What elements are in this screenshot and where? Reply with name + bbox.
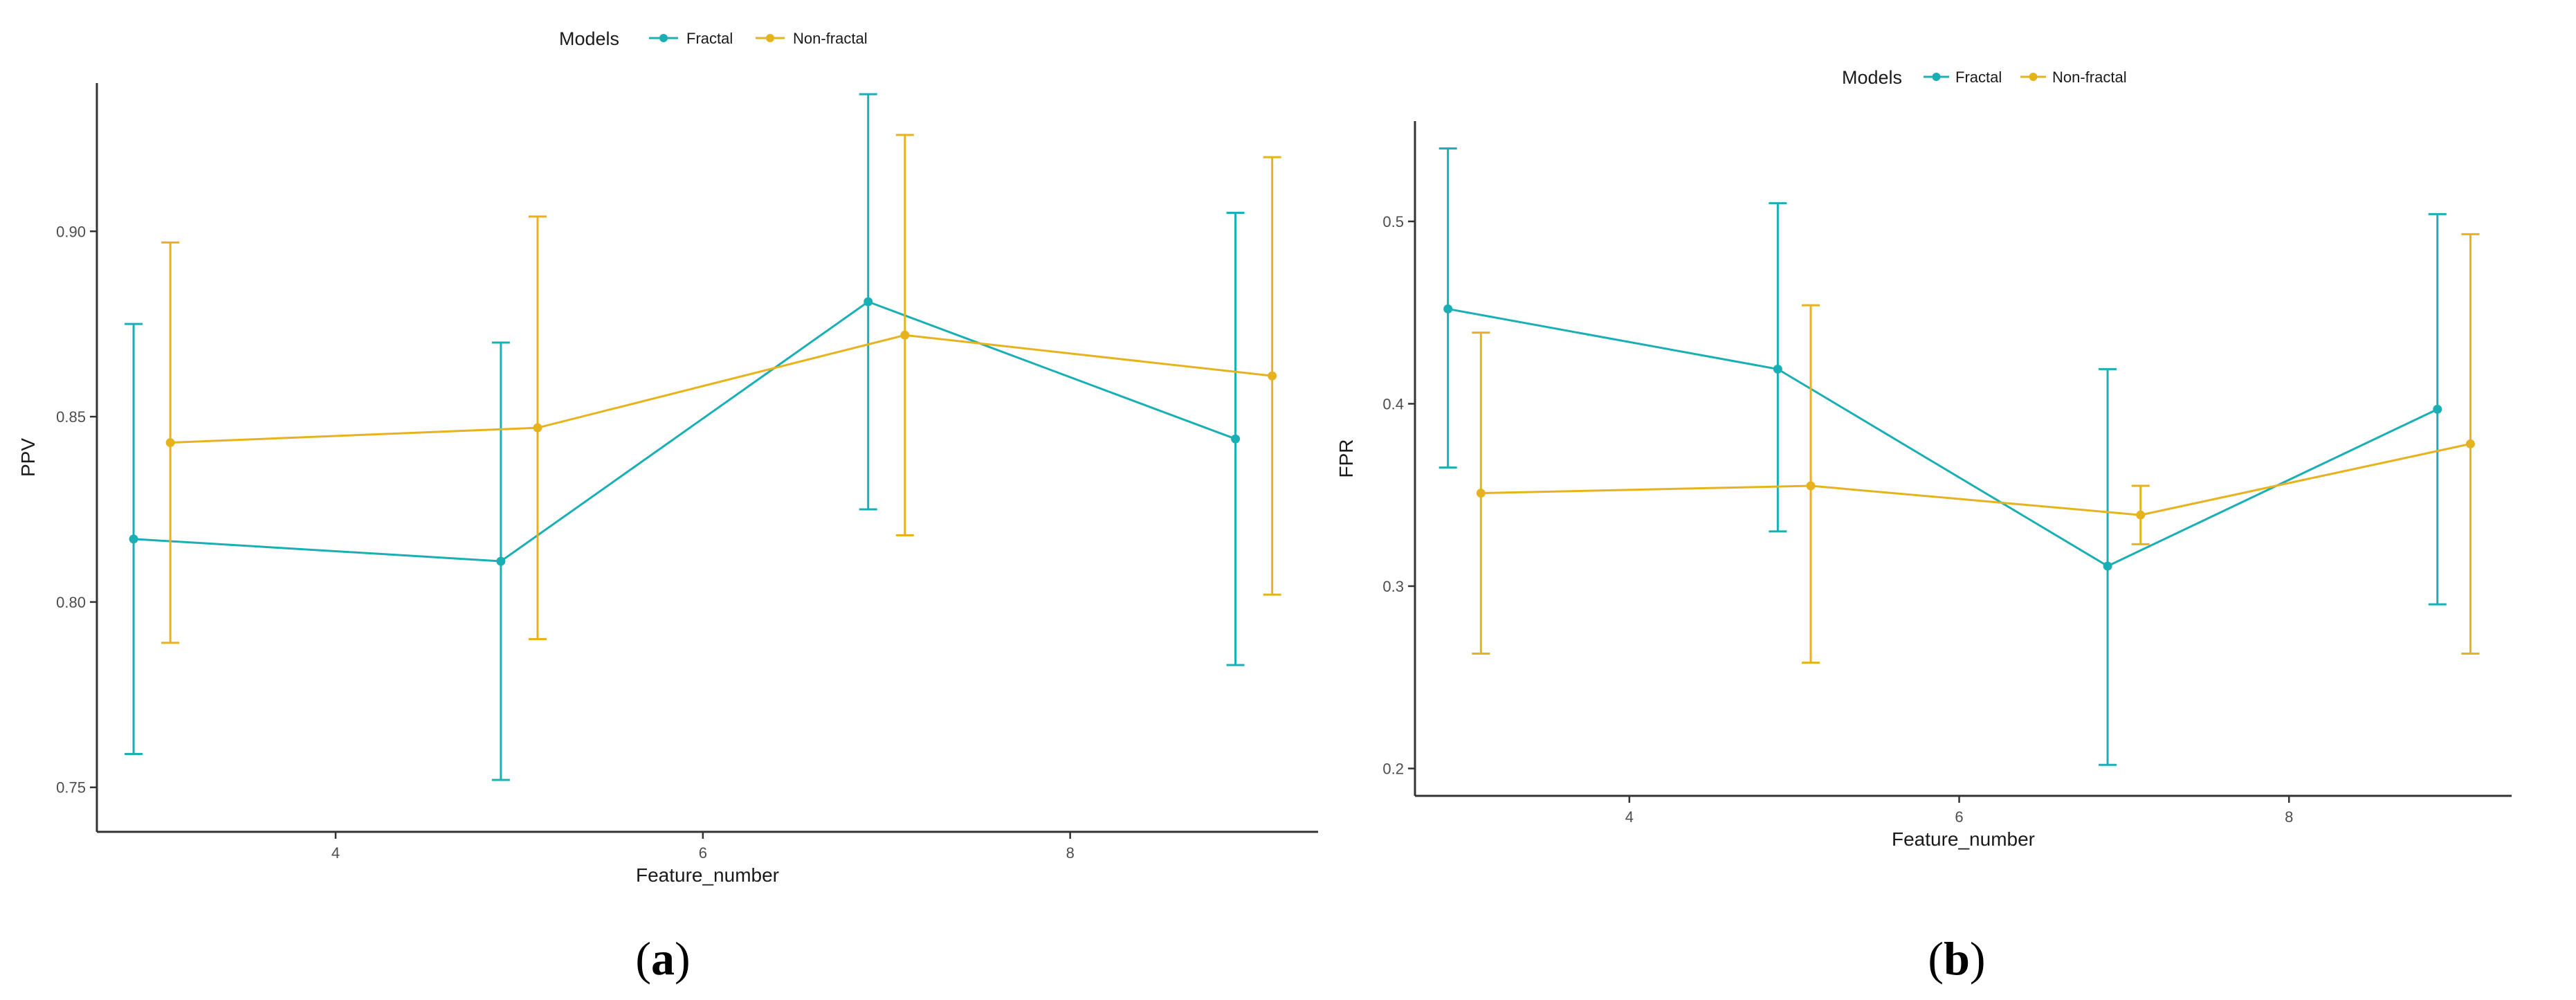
panel-a-y-axis-label: PPV [17, 438, 39, 477]
panel-b-x-tick-label: 6 [1955, 808, 1963, 826]
panel-b-fractal-point [2433, 404, 2442, 414]
panel-b-non-fractal-point [2136, 510, 2146, 520]
panel-b-y-tick-label: 0.4 [1382, 395, 1404, 412]
panel-a-y-tick-label: 0.80 [56, 594, 86, 611]
panel-b-x-tick-label: 4 [1625, 808, 1634, 826]
panel-a-legend-label-non-fractal: Non-fractal [793, 30, 868, 47]
panel-a-x-axis-label: Feature_number [636, 864, 779, 886]
panel-b-y-tick-label: 0.5 [1382, 213, 1404, 230]
panel-a-y-tick-label: 0.75 [56, 779, 86, 797]
panel-a-non-fractal-point [533, 423, 542, 433]
panel-a-ppv-chart: Models Fractal Non-fractal 0.750.800.850… [17, 28, 1318, 985]
panel-b-x-tick-label: 8 [2285, 808, 2293, 826]
panel-b-x-axis-label: Feature_number [1892, 828, 2035, 850]
panel-b-fractal-series-line [1447, 307, 2438, 567]
panel-a-fractal-point [1231, 434, 1241, 444]
panel-b-non-fractal-point [2465, 439, 2475, 448]
panel-a-non-fractal-point [1268, 371, 1277, 381]
panel-a-x-tick-label: 6 [699, 844, 707, 862]
panel-b-legend-label-non-fractal: Non-fractal [2052, 69, 2127, 86]
panel-b-legend: Models Fractal Non-fractal [1842, 67, 2127, 88]
panel-b-fractal-point [1443, 304, 1453, 313]
panel-b-legend-key-fractal-dot [1932, 73, 1941, 81]
panel-a-y-tick-label: 0.85 [56, 408, 86, 426]
panel-a-fractal-point [864, 297, 873, 307]
panel-a-fractal-point [129, 534, 138, 544]
panel-a-x-tick-label: 4 [331, 844, 340, 862]
panel-b-y-tick-label: 0.3 [1382, 578, 1404, 595]
panel-a-plot-area [125, 93, 1281, 781]
panel-a-caption-letter: a [651, 932, 675, 985]
panel-b-legend-label-fractal: Fractal [1955, 69, 2002, 86]
panel-b-fractal-point [1773, 364, 1782, 374]
panel-b-caption-close: ) [1970, 932, 1986, 985]
panel-b-y-ticks: 0.2 0.3 0.4 0.5 [1382, 213, 1415, 777]
panel-b-caption-letter: b [1944, 932, 1970, 985]
panel-b-fpr-chart: Models Fractal Non-fractal 0.20.30.40.5 … [1335, 67, 2512, 985]
panel-a-caption: (a) [635, 932, 690, 985]
panel-a-non-fractal-point [165, 438, 175, 448]
panel-b-non-fractal-point [1476, 489, 1486, 498]
panel-a-legend-title: Models [559, 28, 619, 49]
panel-a-fractal-series-line [133, 300, 1236, 563]
panel-b-non-fractal-series-line [1481, 442, 2471, 516]
panel-a-non-fractal-point [900, 330, 910, 340]
panel-b-legend-title: Models [1842, 67, 1902, 88]
panel-b-y-axis-label: FPR [1335, 439, 1357, 478]
panel-a-caption-open: ( [635, 932, 651, 985]
panel-a-y-tick-label: 0.90 [56, 223, 86, 240]
panel-b-y-tick-label: 0.2 [1382, 760, 1404, 777]
panel-a-y-ticks: 0.75 0.80 0.85 0.90 [56, 223, 97, 797]
panel-b-fractal-point [2103, 561, 2112, 571]
panel-b-x-ticks: 4 6 8 [1625, 796, 2293, 826]
panel-a-x-tick-label: 8 [1066, 844, 1075, 862]
panel-a-legend-key-fractal-dot [659, 34, 668, 42]
panel-a-x-ticks: 4 6 8 [331, 832, 1075, 862]
panel-a-non-fractal-series-line [170, 334, 1272, 444]
panel-b-caption: (b) [1928, 932, 1985, 985]
panel-b-caption-open: ( [1928, 932, 1944, 985]
panel-a-caption-close: ) [675, 932, 691, 985]
panel-b-plot-area [1438, 147, 2480, 766]
panel-b-legend-key-non-fractal-dot [2029, 73, 2038, 81]
panel-a-fractal-point [496, 556, 506, 566]
panel-a-legend-label-fractal: Fractal [686, 30, 733, 47]
panel-a-legend-key-non-fractal-dot [766, 34, 774, 42]
panel-b-non-fractal-point [1806, 481, 1816, 491]
panel-a-legend: Models Fractal Non-fractal [559, 28, 868, 49]
